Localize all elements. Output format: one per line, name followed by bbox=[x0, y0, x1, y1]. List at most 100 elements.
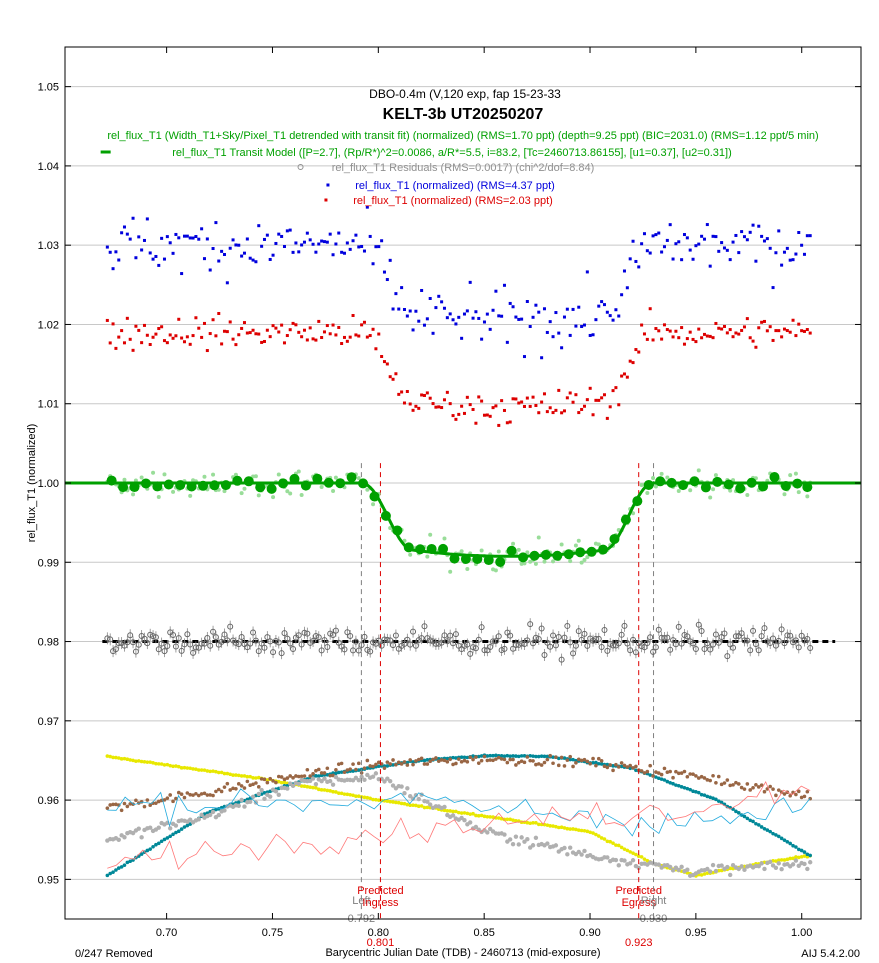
series-point bbox=[174, 232, 178, 236]
residual-point bbox=[710, 641, 717, 648]
series-point bbox=[497, 314, 501, 318]
series-point bbox=[605, 416, 609, 420]
residual-point bbox=[207, 642, 214, 649]
series-point bbox=[254, 260, 258, 264]
series-point bbox=[322, 330, 326, 334]
detrended-point bbox=[585, 555, 590, 560]
residual-point bbox=[572, 642, 579, 649]
yellow-point bbox=[342, 792, 347, 796]
series-point bbox=[805, 328, 809, 332]
teal-point bbox=[154, 842, 158, 847]
series-point bbox=[188, 342, 192, 346]
series-point bbox=[425, 317, 429, 321]
teal-point bbox=[405, 760, 410, 765]
yellow-point bbox=[588, 830, 592, 835]
residual-point bbox=[152, 634, 159, 641]
gray-point bbox=[250, 794, 256, 800]
detrended-point bbox=[542, 559, 547, 564]
gray-point bbox=[656, 862, 661, 867]
teal-point bbox=[236, 800, 241, 804]
yellow-point bbox=[214, 769, 218, 774]
brown-point bbox=[431, 757, 435, 762]
gray-point bbox=[273, 789, 279, 794]
series-point bbox=[691, 257, 695, 261]
series-point bbox=[768, 325, 772, 329]
series-point bbox=[274, 326, 278, 330]
teal-point bbox=[325, 772, 330, 777]
brown-point bbox=[756, 785, 761, 789]
residual-point bbox=[584, 642, 591, 649]
x-tick-label: 0.85 bbox=[473, 927, 494, 939]
series-point bbox=[442, 306, 446, 310]
series-point bbox=[708, 264, 712, 268]
series-point bbox=[377, 332, 381, 336]
gray-point bbox=[705, 866, 710, 872]
series-point bbox=[508, 420, 512, 424]
gray-point bbox=[390, 783, 396, 788]
yellow-point bbox=[234, 773, 238, 777]
brown-point bbox=[174, 796, 178, 801]
series-point bbox=[540, 356, 544, 360]
series-point bbox=[580, 407, 584, 411]
residual-point bbox=[361, 633, 368, 640]
series-point bbox=[617, 403, 621, 407]
series-point bbox=[491, 406, 495, 410]
detrended-point bbox=[576, 538, 581, 543]
residual-point bbox=[347, 633, 354, 640]
series-point bbox=[588, 333, 592, 337]
series-point bbox=[740, 230, 744, 234]
teal-point bbox=[745, 816, 750, 821]
series-point bbox=[542, 307, 546, 311]
series-point bbox=[240, 254, 244, 258]
brown-point bbox=[439, 758, 444, 762]
teal-point bbox=[425, 758, 430, 762]
residual-point bbox=[392, 632, 399, 639]
series-point bbox=[517, 317, 521, 321]
series-point bbox=[200, 227, 204, 231]
x-tick-label: 0.90 bbox=[579, 927, 600, 939]
gray-point bbox=[582, 848, 587, 854]
brown-point bbox=[116, 803, 121, 807]
residual-point bbox=[352, 638, 359, 645]
legend-swatch bbox=[324, 198, 328, 202]
brown-point bbox=[382, 766, 387, 770]
yellow-point bbox=[779, 858, 784, 862]
series-point bbox=[680, 258, 684, 262]
detrended-point bbox=[171, 489, 176, 494]
series-point bbox=[574, 393, 578, 397]
series-point bbox=[488, 414, 492, 418]
series-point bbox=[385, 362, 389, 366]
yellow-point bbox=[185, 766, 190, 770]
brown-point bbox=[194, 791, 198, 796]
teal-point bbox=[682, 786, 687, 790]
binned-point bbox=[769, 472, 780, 483]
series-point bbox=[120, 231, 124, 235]
brown-point bbox=[742, 787, 747, 791]
detrended-point bbox=[371, 502, 376, 507]
yellow-point bbox=[448, 809, 452, 813]
series-point bbox=[537, 411, 541, 415]
teal-point bbox=[356, 768, 361, 772]
residual-point bbox=[132, 648, 139, 655]
brown-point bbox=[759, 783, 764, 787]
series-point bbox=[351, 314, 355, 318]
series-point bbox=[668, 329, 672, 333]
series-point bbox=[357, 245, 361, 249]
series-point bbox=[220, 342, 224, 346]
gray-point bbox=[736, 866, 741, 872]
series-point bbox=[217, 259, 221, 263]
residual-point bbox=[341, 646, 348, 653]
teal-point bbox=[556, 756, 561, 761]
series-point bbox=[711, 336, 715, 340]
series-point bbox=[182, 340, 186, 344]
detrended-point bbox=[288, 491, 293, 496]
series-point bbox=[111, 267, 115, 271]
residual-point bbox=[464, 641, 471, 648]
series-point bbox=[154, 254, 158, 258]
series-point bbox=[682, 342, 686, 346]
series-point bbox=[305, 231, 309, 235]
gray-point bbox=[793, 858, 799, 863]
brown-point bbox=[499, 757, 504, 761]
detrended-point bbox=[711, 487, 716, 492]
yellow-point bbox=[136, 759, 141, 763]
